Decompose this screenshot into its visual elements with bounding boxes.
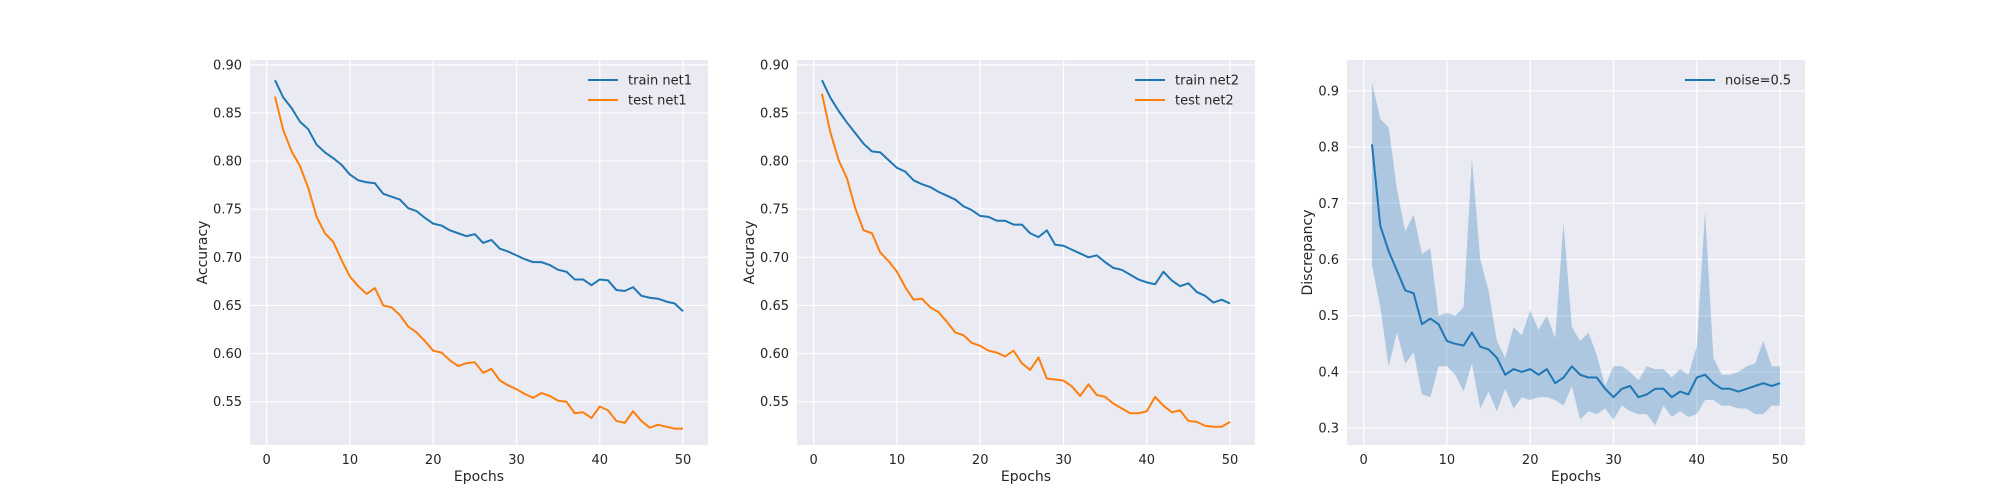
y-tick-label: 0.3	[1318, 422, 1339, 437]
chart-panel-discrepancy: 0 10 20 30 40 500.30.40.50.60.70.80.9 Epochs …	[1300, 60, 1805, 485]
legend[interactable]: train net1 test net1	[588, 74, 692, 109]
x-tick-label: 50	[675, 453, 692, 468]
y-tick-label: 0.6	[1318, 253, 1339, 268]
chart-panel-net2: 0 10 20 30 40 50 0.55 0.60 0.65 0.70 0.75 0.80 0.85 0…	[742, 58, 1255, 485]
x-tick-label: 0	[810, 453, 818, 468]
chart-panel-net1: 0 10 20 30 40 50 0.55 0.60 0.65 0.70 0.75 0.80 0.85 0…	[195, 58, 708, 485]
x-tick-label: 0	[1360, 453, 1368, 468]
gridlines	[250, 60, 708, 445]
plot-area	[797, 60, 1255, 445]
y-axis-label: Accuracy	[195, 221, 211, 285]
y-tick-label: 0.80	[760, 155, 789, 170]
series-line-0	[274, 79, 684, 312]
y-tick-label: 0.60	[760, 347, 789, 362]
series-line-0	[821, 79, 1231, 305]
x-tick-label: 50	[1222, 453, 1239, 468]
y-tick-label: 0.75	[760, 203, 789, 218]
gridlines	[1347, 60, 1805, 445]
confidence-band	[1371, 82, 1781, 426]
x-tick-label: 20	[972, 453, 989, 468]
series-lines	[274, 79, 684, 430]
x-tick-label: 10	[1439, 453, 1456, 468]
legend[interactable]: train net2 test net2	[1135, 74, 1239, 109]
plot-area	[250, 60, 708, 445]
x-tick-label: 40	[1138, 453, 1155, 468]
x-tick-label: 50	[1772, 453, 1789, 468]
legend-label: test net1	[628, 94, 687, 109]
series-line-0	[1370, 144, 1781, 399]
x-axis-label: Epochs	[1001, 469, 1051, 485]
legend-label: test net2	[1175, 94, 1234, 109]
series-lines	[1370, 144, 1781, 399]
tick-labels: 0 10 20 30 40 50 0.55 0.60 0.65 0.70 0.75 0.80 0.85 0…	[760, 58, 1238, 468]
x-tick-label: 30	[1605, 453, 1622, 468]
y-tick-label: 0.75	[213, 203, 242, 218]
y-tick-label: 0.7	[1318, 197, 1339, 212]
y-tick-label: 0.85	[213, 106, 242, 121]
legend-label: train net2	[1175, 74, 1239, 89]
y-tick-label: 0.65	[760, 299, 789, 314]
legend-label: train net1	[628, 74, 692, 89]
x-tick-label: 10	[889, 453, 906, 468]
x-tick-label: 0	[263, 453, 271, 468]
x-tick-label: 40	[591, 453, 608, 468]
y-tick-label: 0.85	[760, 106, 789, 121]
x-axis-label: Epochs	[454, 469, 504, 485]
y-axis-label: Discrepancy	[1300, 209, 1316, 295]
y-tick-label: 0.65	[213, 299, 242, 314]
legend[interactable]: noise=0.5	[1685, 74, 1791, 89]
x-tick-label: 20	[425, 453, 442, 468]
y-tick-label: 0.70	[760, 251, 789, 266]
gridlines	[797, 60, 1255, 445]
series-line-1	[274, 96, 684, 430]
x-tick-label: 10	[342, 453, 359, 468]
y-tick-label: 0.4	[1318, 365, 1339, 380]
y-tick-label: 0.8	[1318, 141, 1339, 156]
y-tick-label: 0.5	[1318, 309, 1339, 324]
plot-area	[1347, 60, 1805, 445]
confidence-bands	[1371, 82, 1781, 426]
x-tick-label: 30	[508, 453, 525, 468]
y-tick-label: 0.60	[213, 347, 242, 362]
series-lines	[821, 79, 1231, 428]
y-tick-label: 0.90	[213, 58, 242, 73]
y-tick-label: 0.55	[213, 395, 242, 410]
tick-labels: 0 10 20 30 40 50 0.55 0.60 0.65 0.70 0.75 0.80 0.85 0…	[213, 58, 691, 468]
tick-labels: 0 10 20 30 40 50 0.3 0.4 0.5 0.6 0.7 0.8 0.9	[1318, 84, 1788, 468]
y-axis-label: Accuracy	[742, 221, 758, 285]
legend-label: noise=0.5	[1725, 74, 1791, 89]
series-line-1	[821, 93, 1231, 428]
y-tick-label: 0.80	[213, 155, 242, 170]
x-tick-label: 40	[1688, 453, 1705, 468]
y-tick-label: 0.55	[760, 395, 789, 410]
x-tick-label: 30	[1055, 453, 1072, 468]
x-tick-label: 20	[1522, 453, 1539, 468]
x-axis-label: Epochs	[1551, 469, 1601, 485]
y-tick-label: 0.70	[213, 251, 242, 266]
y-tick-label: 0.90	[760, 58, 789, 73]
y-tick-label: 0.9	[1318, 84, 1339, 99]
